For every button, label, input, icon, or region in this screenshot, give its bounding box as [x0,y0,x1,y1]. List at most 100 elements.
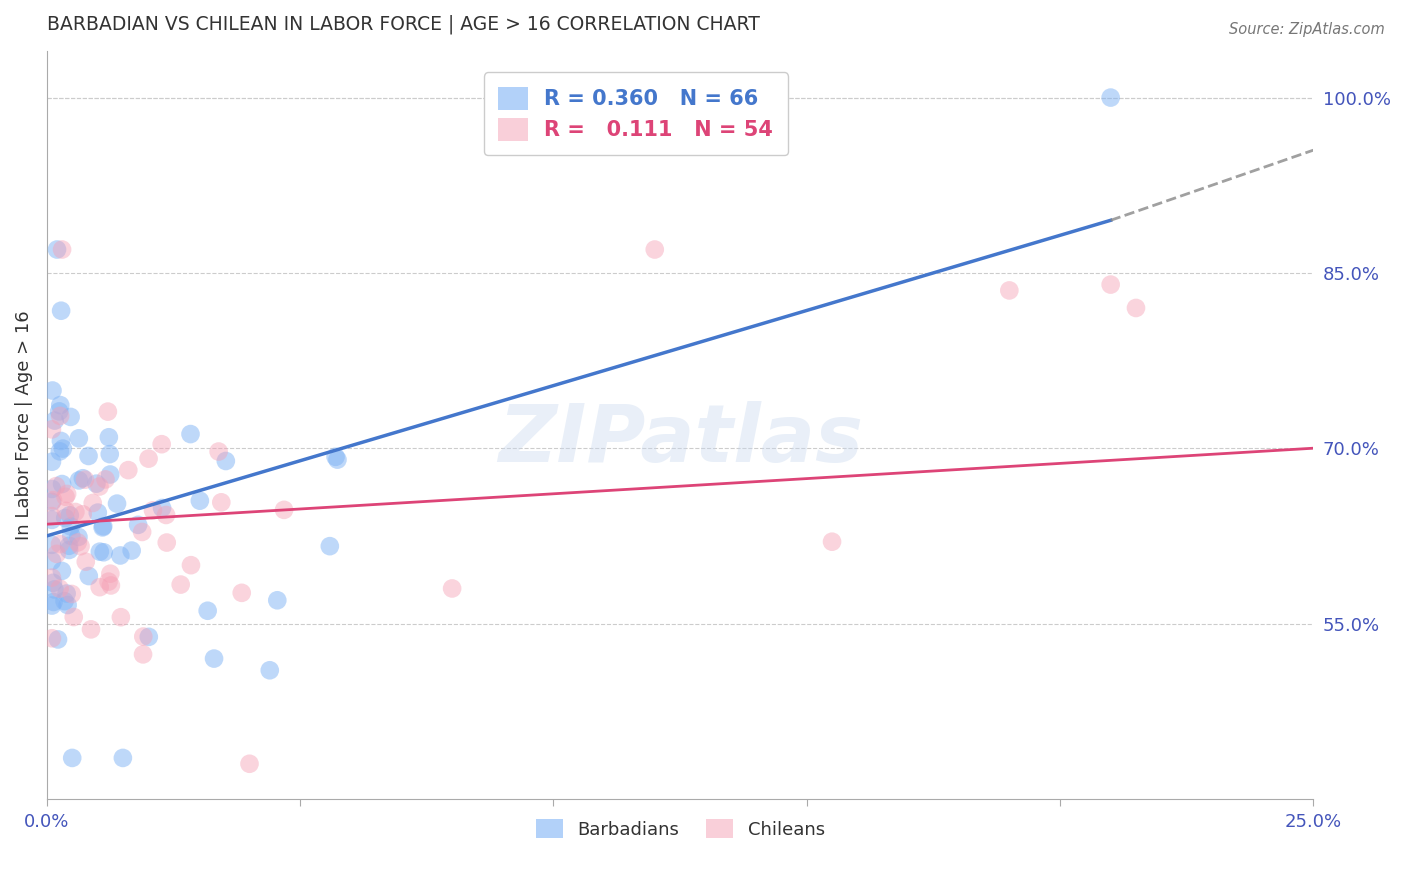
Barbadians [72,471,94,485]
Chileans [100,578,122,592]
Barbadians [87,506,110,520]
Barbadians [42,595,65,609]
Chileans [65,505,87,519]
Chileans [441,582,464,596]
Barbadians [60,751,83,765]
Chileans [73,473,96,487]
Chileans [170,577,193,591]
Text: ZIPatlas: ZIPatlas [498,401,863,479]
Barbadians [91,520,114,534]
Chileans [62,610,84,624]
Chileans [69,539,91,553]
Barbadians [49,303,72,318]
Barbadians [77,449,100,463]
Barbadians [97,430,120,444]
Barbadians [56,598,79,612]
Chileans [150,437,173,451]
Chileans [60,587,83,601]
Barbadians [55,586,77,600]
Barbadians [197,604,219,618]
Chileans [51,243,73,257]
Barbadians [319,539,342,553]
Chileans [42,493,65,508]
Chileans [49,537,72,551]
Barbadians [58,539,80,553]
Barbadians [41,513,63,527]
Chileans [998,284,1021,298]
Barbadians [110,549,132,563]
Chileans [89,479,111,493]
Chileans [72,508,94,522]
Legend: Barbadians, Chileans: Barbadians, Chileans [529,812,832,846]
Barbadians [59,508,82,523]
Chileans [80,623,103,637]
Chileans [97,404,120,418]
Text: Source: ZipAtlas.com: Source: ZipAtlas.com [1229,22,1385,37]
Barbadians [41,495,63,509]
Chileans [1099,277,1122,292]
Barbadians [59,409,82,424]
Barbadians [58,543,80,558]
Barbadians [1099,90,1122,104]
Barbadians [121,543,143,558]
Barbadians [44,414,66,428]
Chileans [49,409,72,423]
Barbadians [188,493,211,508]
Chileans [155,508,177,522]
Barbadians [49,434,72,448]
Barbadians [93,545,115,559]
Barbadians [41,455,63,469]
Barbadians [67,530,90,544]
Barbadians [49,444,72,458]
Chileans [231,586,253,600]
Chileans [75,555,97,569]
Barbadians [127,517,149,532]
Chileans [644,243,666,257]
Barbadians [105,497,128,511]
Chileans [55,490,77,504]
Barbadians [41,538,63,552]
Barbadians [46,632,69,647]
Barbadians [46,243,69,257]
Chileans [97,574,120,589]
Barbadians [215,454,238,468]
Barbadians [325,450,347,464]
Chileans [55,504,77,518]
Barbadians [52,442,75,456]
Text: BARBADIAN VS CHILEAN IN LABOR FORCE | AGE > 16 CORRELATION CHART: BARBADIAN VS CHILEAN IN LABOR FORCE | AG… [46,15,759,35]
Barbadians [138,630,160,644]
Barbadians [41,599,63,613]
Chileans [56,487,79,501]
Barbadians [67,431,90,445]
Barbadians [49,398,72,412]
Barbadians [53,594,76,608]
Barbadians [41,384,63,398]
Barbadians [77,569,100,583]
Barbadians [111,751,134,765]
Barbadians [259,663,281,677]
Chileans [821,534,844,549]
Barbadians [202,651,225,665]
Barbadians [150,500,173,515]
Chileans [66,535,89,549]
Barbadians [51,477,73,491]
Chileans [45,479,67,493]
Barbadians [41,482,63,496]
Barbadians [98,447,121,461]
Chileans [132,630,155,644]
Chileans [156,535,179,549]
Barbadians [59,519,82,533]
Chileans [41,571,63,585]
Chileans [98,566,121,581]
Barbadians [42,575,65,590]
Chileans [180,558,202,573]
Chileans [41,509,63,524]
Chileans [82,496,104,510]
Chileans [131,524,153,539]
Chileans [117,463,139,477]
Chileans [138,451,160,466]
Barbadians [91,519,114,533]
Barbadians [89,544,111,558]
Barbadians [41,554,63,568]
Barbadians [60,529,83,543]
